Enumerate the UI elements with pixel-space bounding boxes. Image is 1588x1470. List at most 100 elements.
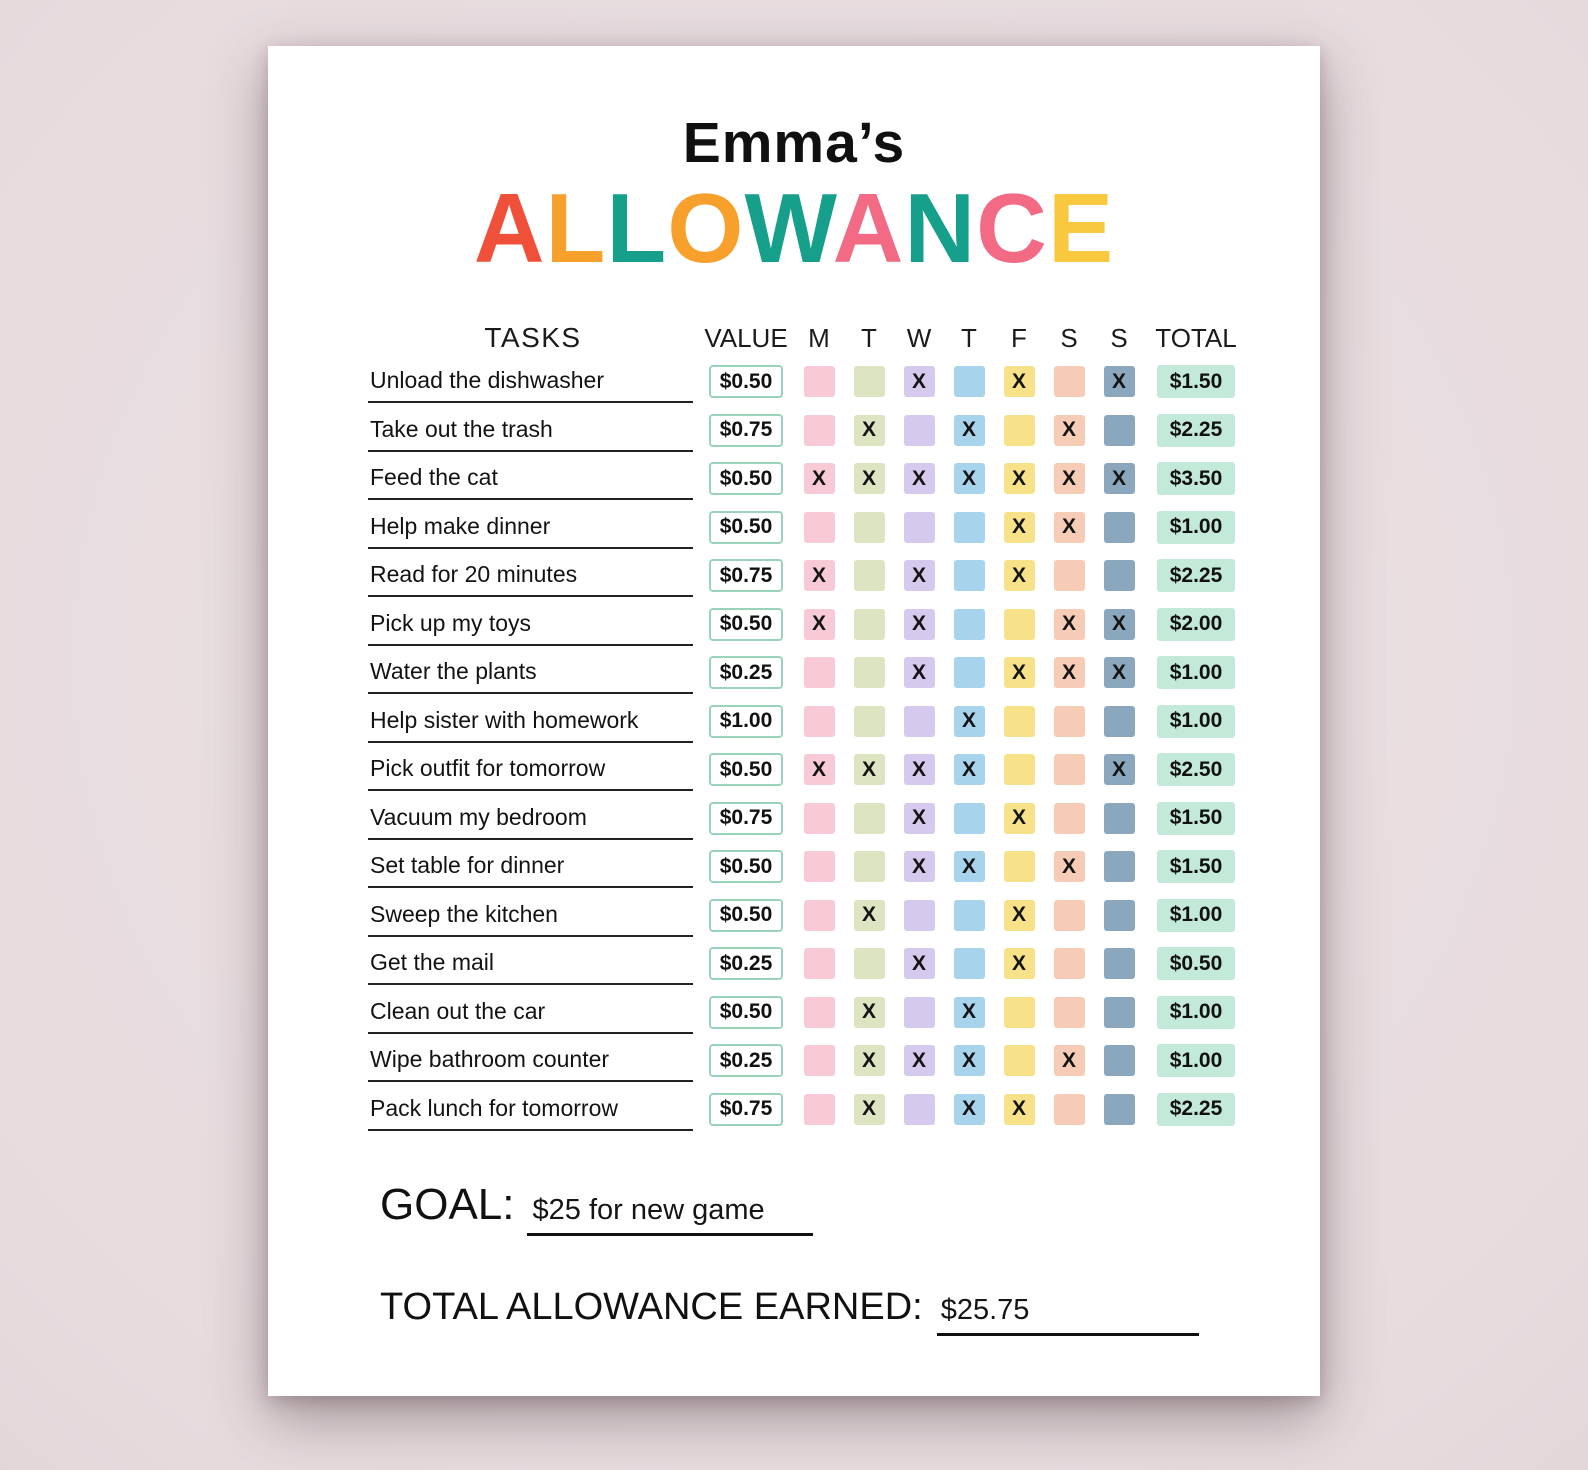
title-allowance: ALLOWANCE: [268, 176, 1320, 280]
day-check-cell-checked: X: [1053, 657, 1085, 689]
total-box: $1.00: [1157, 510, 1235, 544]
day-check-cell: [803, 899, 835, 931]
day-check-cell-checked: X: [953, 754, 985, 786]
day-check-cell: [1103, 1045, 1135, 1077]
day-check-cell: [1103, 948, 1135, 980]
value-box: $0.50: [709, 462, 783, 496]
day-check-cell-checked: X: [1103, 366, 1135, 398]
day-check-cell: [1103, 996, 1135, 1028]
day-check-cell: [803, 1045, 835, 1077]
day-check-cell-checked: X: [1003, 366, 1035, 398]
day-check-cell: [1053, 705, 1085, 737]
day-check-cell-checked: X: [903, 657, 935, 689]
day-check-cell: [903, 1093, 935, 1125]
title-letter: E: [1047, 172, 1115, 283]
total-box: $1.50: [1157, 365, 1235, 399]
day-check-cell-checked: X: [1003, 948, 1035, 980]
day-check-cell-checked: X: [1003, 511, 1035, 543]
day-check-cell: [803, 1093, 835, 1125]
day-check-cell: [1053, 948, 1085, 980]
day-check-cell-checked: X: [1003, 899, 1035, 931]
day-check-cell: [1003, 851, 1035, 883]
day-check-cell: [1053, 899, 1085, 931]
day-check-cell: [953, 560, 985, 592]
task-label: Vacuum my bedroom: [368, 804, 693, 840]
day-check-cell-checked: X: [903, 948, 935, 980]
value-box: $0.50: [709, 850, 783, 884]
day-check-cell: [903, 705, 935, 737]
day-check-cell-checked: X: [1053, 608, 1085, 640]
day-check-cell: [1003, 996, 1035, 1028]
day-check-cell: [903, 996, 935, 1028]
total-box: $1.50: [1157, 850, 1235, 884]
day-check-cell-checked: X: [953, 414, 985, 446]
value-box: $0.50: [709, 365, 783, 399]
chore-row: Read for 20 minutes $0.75 X X X $2.25: [368, 552, 1320, 601]
value-box: $0.25: [709, 1044, 783, 1078]
day-check-cell: [1103, 511, 1135, 543]
day-check-cell: [803, 705, 835, 737]
col-header-day: W: [906, 322, 932, 353]
day-check-cell: [1003, 414, 1035, 446]
day-check-cell-checked: X: [1003, 802, 1035, 834]
day-check-cell-checked: X: [1003, 1093, 1035, 1125]
value-box: $0.50: [709, 898, 783, 932]
day-check-cell: [803, 414, 835, 446]
col-header-day: T: [861, 322, 877, 353]
day-check-cell: [853, 948, 885, 980]
value-box: $1.00: [709, 704, 783, 738]
day-check-cell: [1103, 1093, 1135, 1125]
day-check-cell: [1003, 1045, 1035, 1077]
child-name-title: Emma’s: [682, 111, 906, 175]
day-check-cell: [853, 705, 885, 737]
value-box: $0.75: [709, 801, 783, 835]
col-header-day: T: [961, 322, 977, 353]
day-check-cell: [903, 414, 935, 446]
task-label: Set table for dinner: [368, 852, 693, 889]
day-check-cell: [1103, 802, 1135, 834]
value-box: $0.75: [709, 413, 783, 447]
task-label: Help make dinner: [368, 513, 693, 549]
day-check-cell: [953, 511, 985, 543]
title-letter: N: [904, 172, 977, 283]
task-label: Feed the cat: [368, 464, 693, 501]
total-box: $2.50: [1157, 753, 1235, 787]
day-check-cell-checked: X: [1053, 463, 1085, 495]
total-earned-section: TOTAL ALLOWANCE EARNED: $25.75: [380, 1286, 1320, 1336]
total-box: $1.00: [1157, 1044, 1235, 1078]
col-header-day: S: [1110, 322, 1128, 353]
day-check-cell: [803, 366, 835, 398]
day-check-cell: [853, 657, 885, 689]
day-check-cell: [853, 851, 885, 883]
day-check-cell: [1003, 754, 1035, 786]
day-check-cell: [853, 802, 885, 834]
goal-label: GOAL:: [380, 1179, 515, 1229]
day-check-cell: [1103, 899, 1135, 931]
day-check-cell-checked: X: [1053, 1045, 1085, 1077]
title-letter: O: [667, 172, 745, 283]
day-check-cell: [953, 948, 985, 980]
day-check-cell-checked: X: [853, 414, 885, 446]
day-check-cell-checked: X: [853, 899, 885, 931]
title-letter: C: [976, 172, 1048, 283]
chore-row: Get the mail $0.25 X X $0.50: [368, 940, 1320, 989]
title-letter: L: [545, 172, 607, 283]
day-check-cell-checked: X: [1053, 851, 1085, 883]
value-box: $0.25: [709, 656, 783, 690]
total-earned-value: $25.75: [936, 1294, 1200, 1336]
col-header-day: S: [1060, 322, 1078, 353]
total-box: $1.00: [1157, 995, 1235, 1029]
day-check-cell: [953, 366, 985, 398]
task-label: Water the plants: [368, 658, 693, 695]
day-check-cell: [803, 657, 835, 689]
day-check-cell-checked: X: [903, 851, 935, 883]
total-box: $2.00: [1157, 607, 1235, 641]
